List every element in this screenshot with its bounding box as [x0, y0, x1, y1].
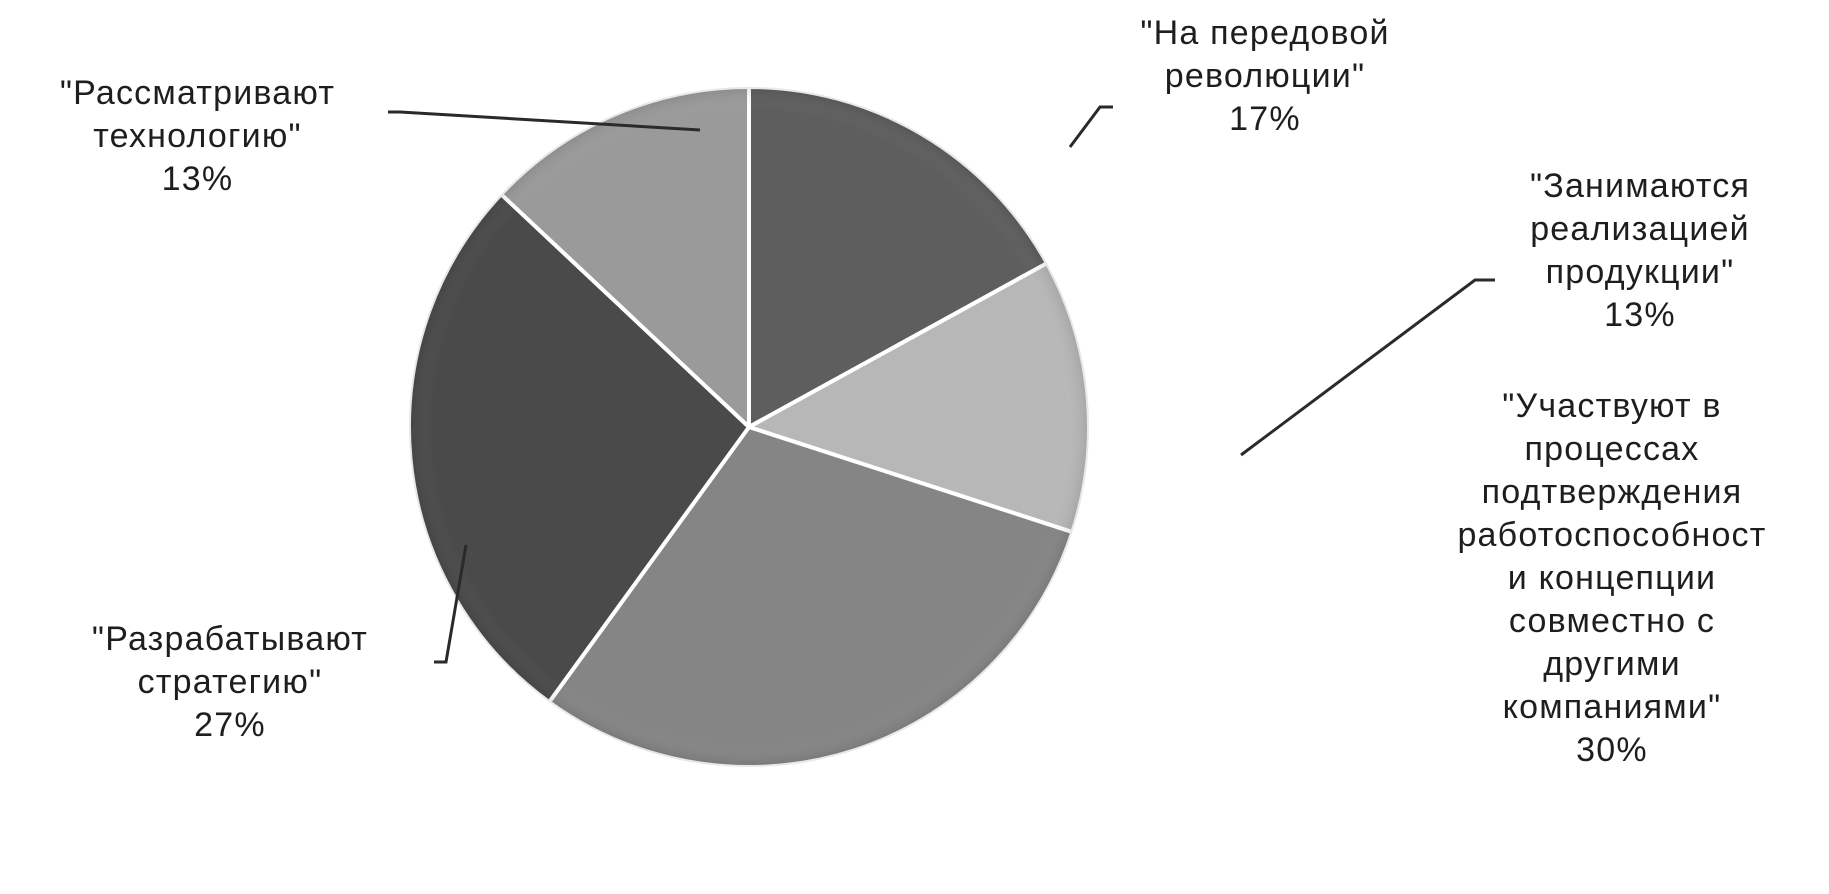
slice-label-0: "На передовой революции" 17%	[1105, 12, 1425, 141]
slice-label-2-line-1: процессах	[1524, 430, 1700, 468]
slice-label-2-value: 30%	[1576, 731, 1648, 769]
slice-label-3-value: 27%	[194, 706, 266, 744]
slice-label-3: "Разрабатывают стратегию" 27%	[20, 618, 440, 747]
slice-label-0-line-0: "На передовой	[1140, 14, 1390, 52]
slice-label-2-line-2: подтверждения	[1481, 473, 1743, 511]
slice-label-2-line-3: работоспособност	[1457, 516, 1767, 554]
slice-label-1: "Занимаются реализацией продукции" 13%	[1475, 165, 1805, 337]
slice-label-2: "Участвуют в процессах подтверждения раб…	[1402, 385, 1822, 772]
slice-label-2-line-5: совместно с	[1508, 602, 1716, 640]
leader-line-slice-4	[388, 110, 701, 132]
slice-label-1-line-2: продукции"	[1545, 253, 1735, 291]
slice-label-4-line-1: технологию"	[93, 117, 302, 155]
slice-label-3-line-0: "Разрабатывают	[91, 620, 369, 658]
slice-label-2-line-0: "Участвуют в	[1502, 387, 1722, 425]
slice-label-1-line-1: реализацией	[1530, 210, 1750, 248]
leader-line-slice-0	[1068, 105, 1113, 148]
leader-line-slice-3	[434, 544, 468, 664]
pie-slices	[406, 85, 1091, 770]
slice-label-1-value: 13%	[1604, 296, 1676, 334]
slice-label-4: "Рассматривают технологию" 13%	[0, 72, 395, 201]
slice-label-4-line-0: "Рассматривают	[59, 74, 336, 112]
slice-label-2-line-7: компаниями"	[1502, 688, 1722, 726]
slice-label-3-line-1: стратегию"	[137, 663, 323, 701]
slice-label-2-line-6: другими	[1543, 645, 1681, 683]
leader-lines	[388, 105, 1495, 664]
slice-label-4-value: 13%	[161, 160, 234, 198]
slice-label-2-line-4: и концепции	[1507, 559, 1717, 597]
leader-line-slice-1	[1240, 278, 1495, 457]
slice-label-0-value: 17%	[1229, 100, 1301, 138]
slice-label-0-line-1: революции"	[1164, 57, 1366, 95]
slice-label-1-line-0: "Занимаются	[1529, 167, 1751, 205]
